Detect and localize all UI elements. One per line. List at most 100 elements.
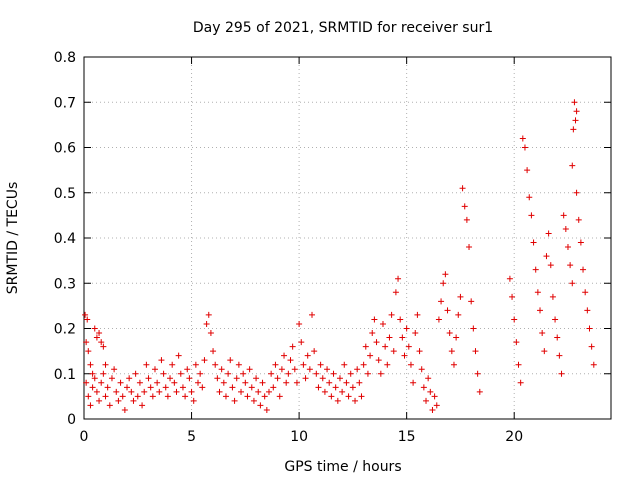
data-point [317, 361, 324, 368]
data-point [240, 370, 247, 377]
data-point [569, 280, 576, 287]
data-point [93, 388, 100, 395]
data-point [91, 375, 98, 382]
data-point [87, 361, 94, 368]
data-point [407, 361, 414, 368]
data-point [201, 357, 208, 364]
data-point [302, 375, 309, 382]
data-point [567, 262, 574, 269]
data-point [162, 384, 169, 391]
data-point [119, 393, 126, 400]
data-point [177, 370, 184, 377]
data-point [212, 361, 219, 368]
data-point [564, 244, 571, 251]
data-point [442, 271, 449, 278]
data-point [98, 379, 105, 386]
data-point [364, 370, 371, 377]
data-point [379, 320, 386, 327]
data-point [345, 393, 352, 400]
data-point [347, 370, 354, 377]
data-point [276, 393, 283, 400]
data-point [352, 397, 359, 404]
data-point [179, 384, 186, 391]
data-point [541, 348, 548, 355]
y-tick-label: 0.1 [54, 367, 76, 383]
data-point [222, 393, 229, 400]
data-point [147, 384, 154, 391]
data-point [141, 388, 148, 395]
x-tick-label: 20 [505, 429, 523, 445]
data-point [382, 343, 389, 350]
data-point [106, 402, 113, 409]
data-point [528, 212, 535, 219]
y-tick-label: 0.5 [54, 186, 76, 202]
y-axis: 0 0.1 0.2 0.3 0.4 0.5 0.6 0.7 0.8 [54, 50, 611, 428]
data-point [438, 298, 445, 305]
data-point [182, 393, 189, 400]
data-point [315, 384, 322, 391]
data-point [339, 388, 346, 395]
data-point [278, 366, 285, 373]
data-point [268, 370, 275, 377]
data-point [584, 307, 591, 314]
data-point [459, 185, 466, 192]
data-point [399, 334, 406, 341]
data-point [188, 388, 195, 395]
data-point [96, 397, 103, 404]
data-point [261, 393, 268, 400]
data-point [457, 293, 464, 300]
data-point [136, 379, 143, 386]
data-point [156, 388, 163, 395]
data-point [321, 388, 328, 395]
data-point [281, 352, 288, 359]
data-point [255, 388, 262, 395]
data-point [332, 384, 339, 391]
data-point [84, 316, 91, 323]
data-point [427, 388, 434, 395]
data-point [93, 334, 100, 341]
data-point [474, 370, 481, 377]
data-point [124, 384, 131, 391]
data-point [556, 352, 563, 359]
data-point [87, 402, 94, 409]
data-point [552, 316, 559, 323]
data-point [319, 375, 326, 382]
data-point [476, 388, 483, 395]
data-point [246, 366, 253, 373]
data-point [526, 194, 533, 201]
data-point [509, 293, 516, 300]
data-point [190, 397, 197, 404]
data-point [547, 262, 554, 269]
data-point [403, 325, 410, 332]
data-point [558, 370, 565, 377]
data-point [410, 379, 417, 386]
data-point [562, 225, 569, 232]
data-point [130, 397, 137, 404]
x-tick-label: 5 [187, 429, 196, 445]
data-point [100, 370, 107, 377]
data-point [248, 384, 255, 391]
data-point [414, 311, 421, 318]
data-point [423, 397, 430, 404]
data-point [98, 339, 105, 346]
data-point [253, 375, 260, 382]
data-point [334, 397, 341, 404]
data-point [235, 361, 242, 368]
data-point [85, 348, 92, 355]
data-point [580, 266, 587, 273]
data-point [446, 330, 453, 337]
data-point [231, 397, 238, 404]
x-axis-label: GPS time / hours [284, 459, 401, 475]
data-point [472, 348, 479, 355]
data-point [89, 384, 96, 391]
data-point [582, 289, 589, 296]
data-point [311, 348, 318, 355]
data-point [207, 330, 214, 337]
data-point [300, 361, 307, 368]
data-point [570, 126, 577, 133]
data-point [85, 393, 92, 400]
data-point [466, 244, 473, 251]
data-point [169, 361, 176, 368]
data-point [511, 316, 518, 323]
y-tick-label: 0.4 [54, 231, 76, 247]
